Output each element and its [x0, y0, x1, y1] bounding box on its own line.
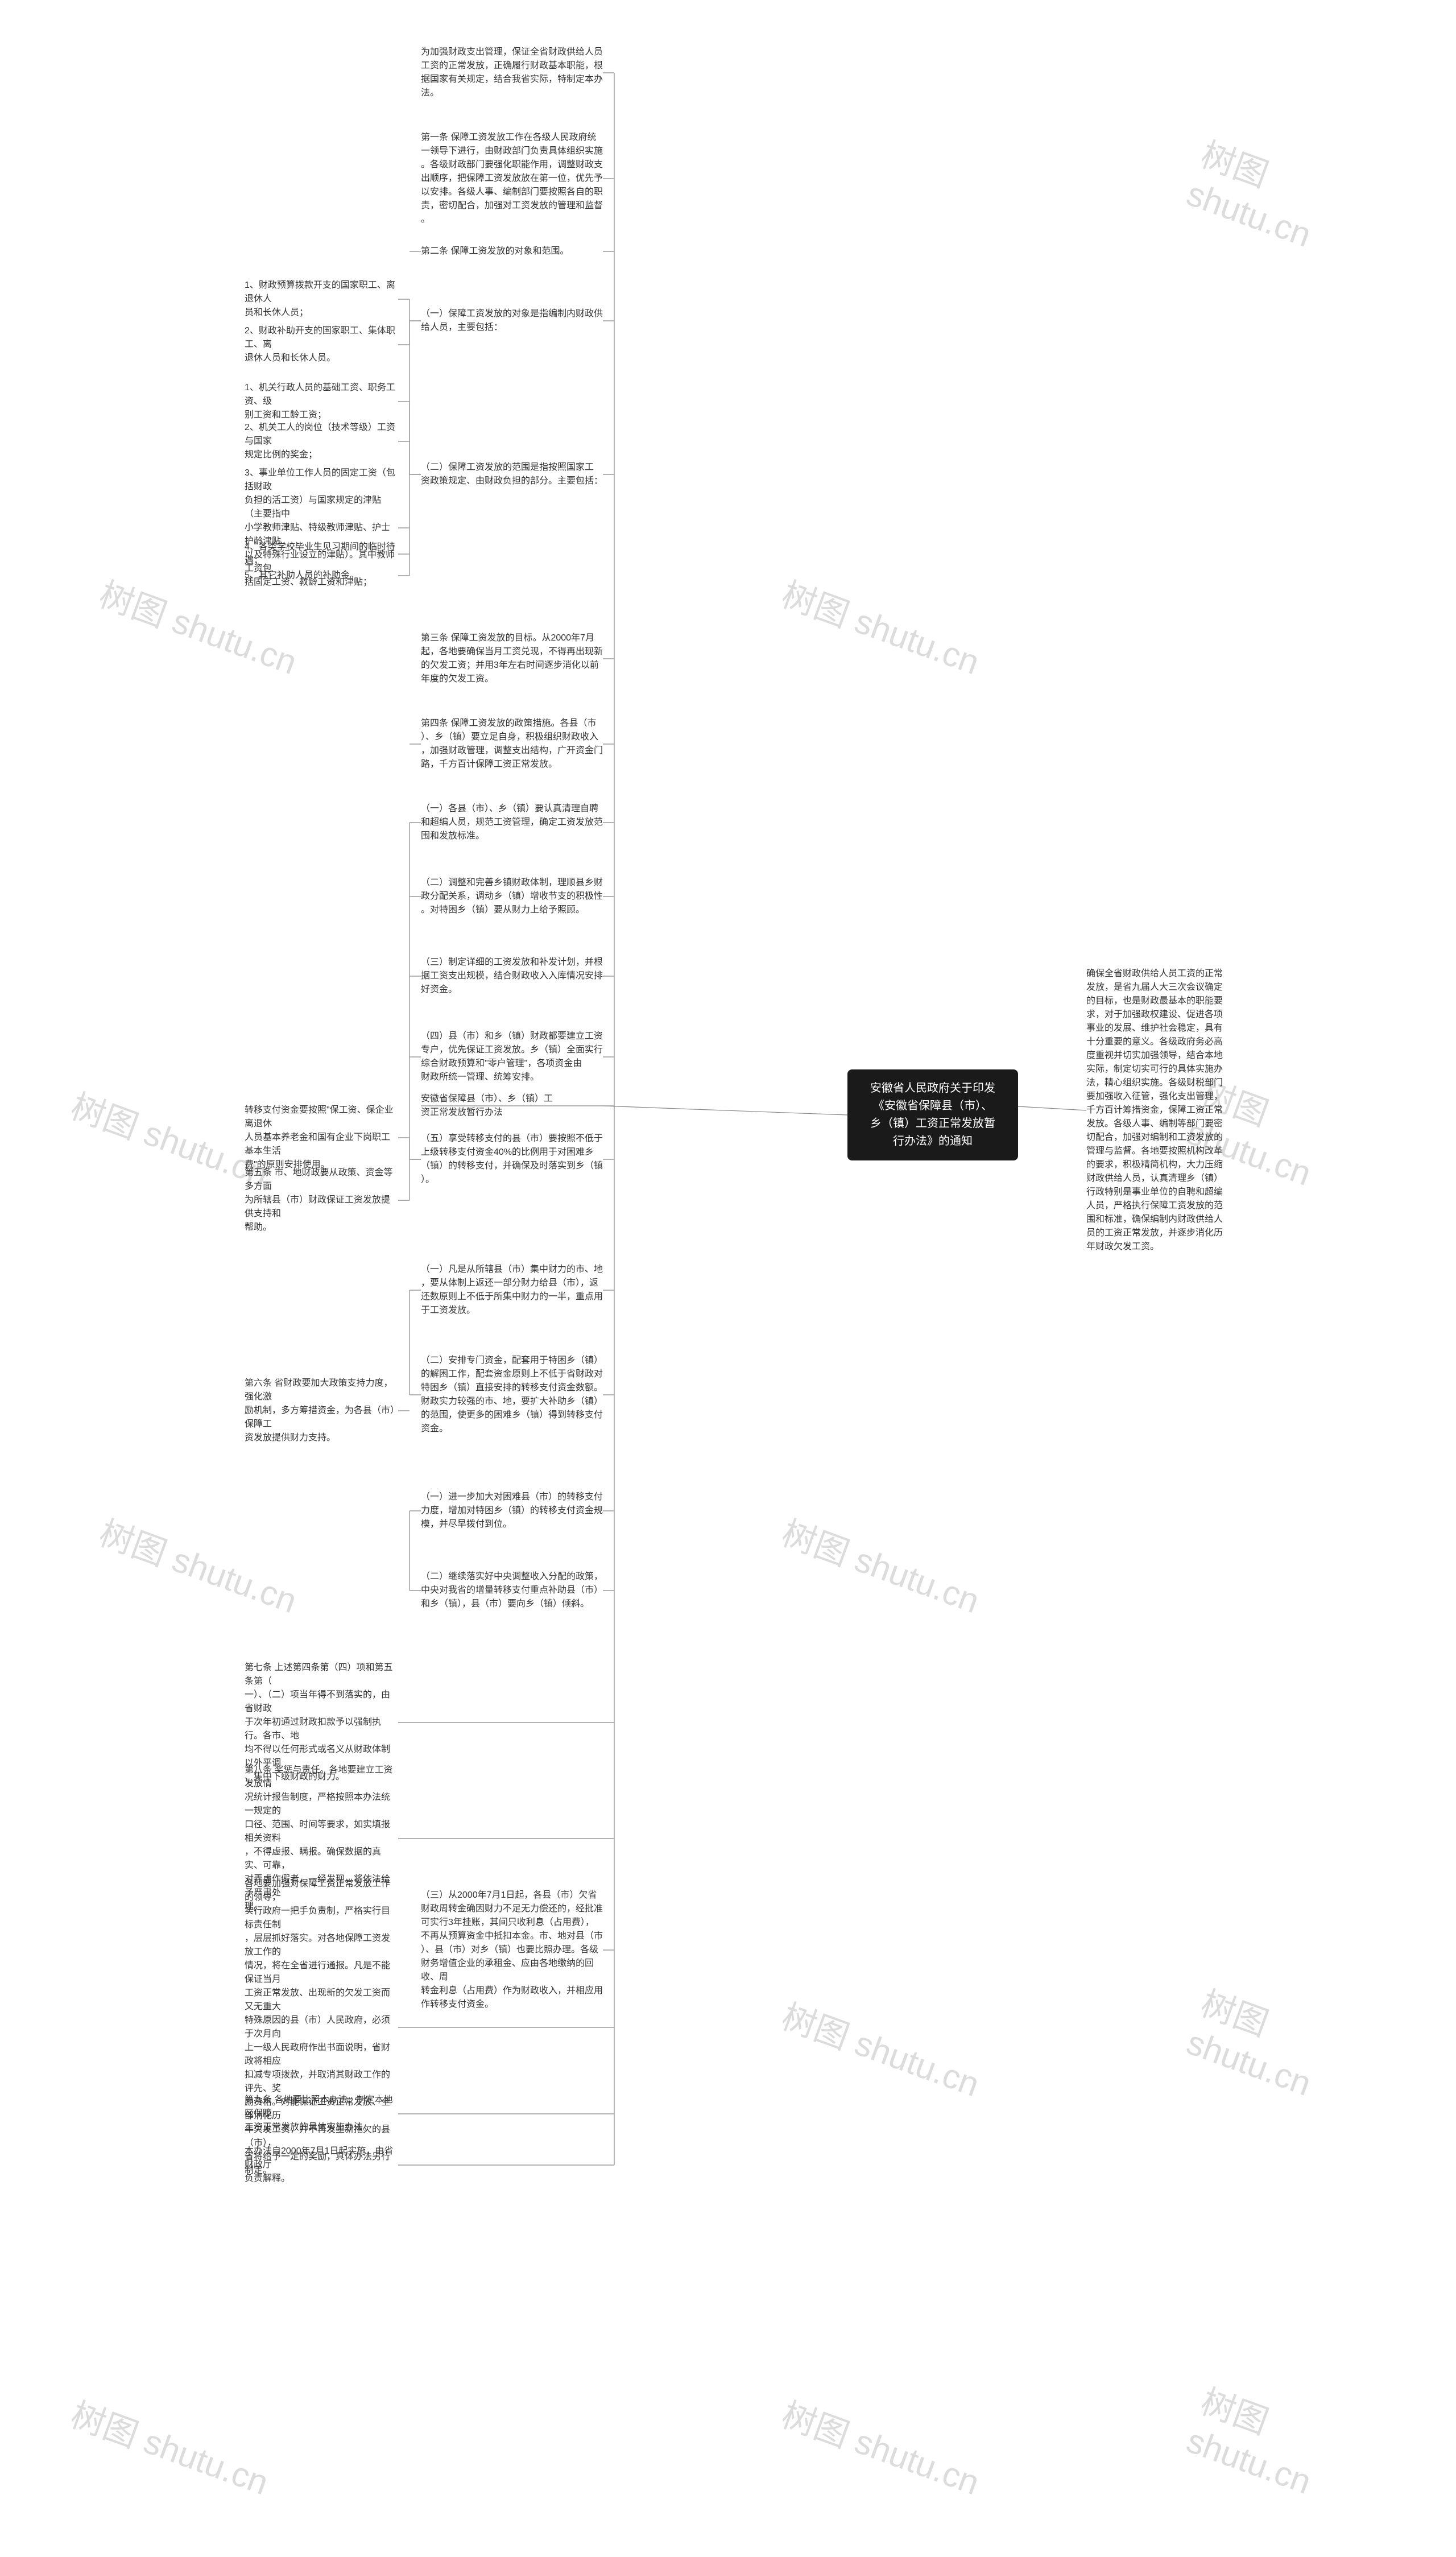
m-a5-2: （二）安排专门资金，配套用于特困乡（镇） 的解困工作，配套资金原则上不低于省财政… [421, 1354, 603, 1436]
m-a4-3: （三）制定详细的工资发放和补发计划，并根 据工资支出规模，结合财政收入入库情况安… [421, 956, 603, 997]
edge [1018, 1106, 1086, 1110]
m-a3: 第三条 保障工资发放的目标。从2000年7月 起，各地要确保当月工资兑现，不得再… [421, 631, 603, 686]
m-a5-1: （一）凡是从所辖县（市）集中财力的市、地 ，要从体制上返还一部分财力给县（市），… [421, 1263, 603, 1317]
s-a5-pre2: 第五条 市、地财政要从政策、资金等多方面 为所辖县（市）财政保证工资发放提供支持… [245, 1166, 398, 1234]
s-a2-2-4: 4、各类学校毕业生见习期间的临时待遇； [245, 540, 398, 568]
m-a2-1: （一）保障工资发放的对象是指编制内财政供 给人员，主要包括： [421, 307, 603, 334]
watermark: 树图 shutu.cn [776, 2387, 987, 2505]
m-a4-5: （五）享受转移支付的县（市）要按照不低于 上级转移支付资金40%的比例用于对困难… [421, 1132, 603, 1187]
root: 安徽省人民政府关于印发 《安徽省保障县（市）、 乡（镇）工资正常发放暂 行办法》… [847, 1069, 1018, 1160]
m-a4: 第四条 保障工资发放的政策措施。各县（市 ）、乡（镇）要立足自身，积极组织财政收… [421, 717, 603, 771]
m-a4-2: （二）调整和完善乡镇财政体制，理顺县乡财 政分配关系，调动乡（镇）增收节支的积极… [421, 876, 603, 917]
watermark: 树图 shutu.cn [65, 2387, 276, 2505]
s-a5-pre1: 转移支付资金要按照"保工资、保企业离退休 人员基本养老金和国有企业下岗职工基本生… [245, 1104, 398, 1172]
watermark: 树图 shutu.cn [776, 1989, 987, 2106]
watermark: 树图 shutu.cn [776, 1506, 987, 1623]
s-a10: 本办法自2000年7月1日起实施，由省财政厅 负责解释。 [245, 2145, 398, 2186]
s-a2-2-1: 1、机关行政人员的基础工资、职务工资、级 别工资和工龄工资； [245, 381, 398, 422]
watermark: 树图 shutu.cn [1182, 1976, 1378, 2120]
m-a4-1: （一）各县（市）、乡（镇）要认真清理自聘 和超编人员，规范工资管理，确定工资发放… [421, 802, 603, 843]
m-a6-2: （二）继续落实好中央调整收入分配的政策， 中央对我省的增量转移支付重点补助县（市… [421, 1570, 603, 1611]
m-a4-4: （四）县（市）和乡（镇）财政都要建立工资 专户，优先保证工资发放。乡（镇）全面实… [421, 1030, 603, 1084]
watermark: 树图 shutu.cn [776, 567, 987, 684]
m-a2-2: （二）保障工资发放的范围是指按照国家工 资政策规定、由财政负担的部分。主要包括： [421, 461, 603, 488]
s-a2-1-2: 2、财政补助开支的国家职工、集体职工、离 退休人员和长休人员。 [245, 324, 398, 365]
edge-layer [0, 0, 1456, 2557]
m-a1: 第一条 保障工资发放工作在各级人民政府统 一领导下进行，由财政部门负责具体组织实… [421, 131, 603, 226]
right-summary: 确保全省财政供给人员工资的正常 发放，是省九届人大三次会议确定 的目标，也是财政… [1086, 967, 1308, 1254]
watermark: 树图 shutu.cn [1182, 127, 1378, 271]
diagram-canvas: 树图 shutu.cn 树图 shutu.cn 树图 shutu.cn 树图 shut… [0, 0, 1456, 2557]
main-title: 安徽省保障县（市）、乡（镇）工 资正常发放暂行办法 [421, 1092, 603, 1120]
s-a2-2-2: 2、机关工人的岗位（技术等级）工资与国家 规定比例的奖金； [245, 421, 398, 462]
edge [603, 1106, 847, 1115]
s-a2-1-1: 1、财政预算拨款开支的国家职工、离退休人 员和长休人员； [245, 279, 398, 320]
s-a6-title: 第六条 省财政要加大政策支持力度，强化激 励机制，多方筹措资金，为各县（市）保障… [245, 1377, 398, 1445]
m-a2: 第二条 保障工资发放的对象和范围。 [421, 245, 603, 258]
watermark: 树图 shutu.cn [1182, 2374, 1378, 2518]
m-a6-1: （一）进一步加大对困难县（市）的转移支付 力度，增加对特困乡（镇）的转移支付资金… [421, 1490, 603, 1531]
s-a9: 第九条 各地要比照本办法，制定本地区保障 工资正常发放的具体实施办法。 [245, 2093, 398, 2134]
m-a8-3: （三）从2000年7月1日起，各县（市）欠省 财政周转金确因财力不足无力偿还的，… [421, 1889, 603, 2011]
watermark: 树图 shutu.cn [93, 1506, 304, 1623]
s-a2-2-5: 5、其它补助人员的补助金。 [245, 569, 398, 583]
m-preamble: 为加强财政支出管理，保证全省财政供给人员 工资的正常发放，正确履行财政基本职能，… [421, 46, 603, 100]
